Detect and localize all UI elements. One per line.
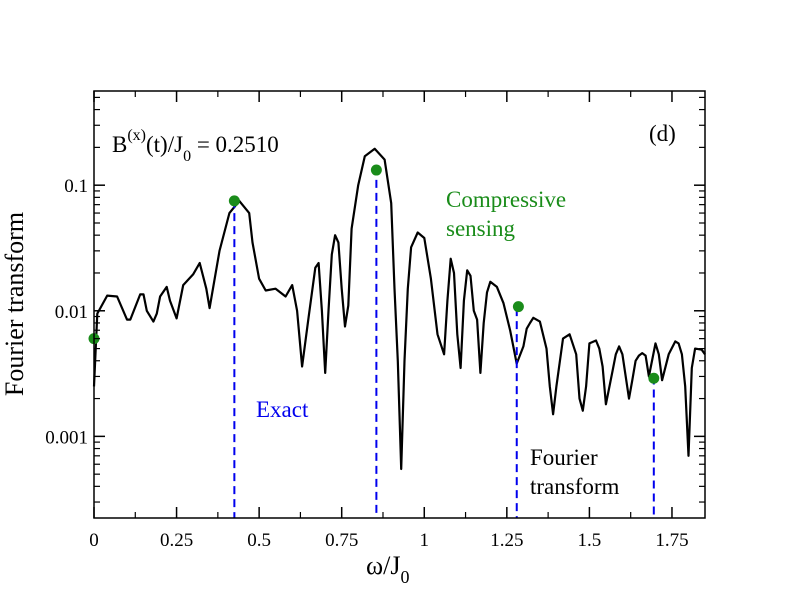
y-tick-label-2: 0.001: [45, 427, 88, 448]
cs-point-4: [512, 301, 524, 313]
cs-point-5: [648, 372, 660, 384]
x-tick-label-3: 0.75: [325, 530, 358, 551]
cs-point-3: [370, 164, 382, 176]
panel-label: (d): [649, 121, 676, 146]
fourier-transform-curve: [92, 147, 706, 471]
x-tick-label-2: 0.5: [247, 530, 271, 551]
series-label-exact: Exact: [256, 397, 309, 422]
series-label-compressive-sensing: Compressive sensing: [446, 187, 566, 241]
y-tick-label-1: 0.01: [55, 302, 88, 323]
y-axis-label: Fourier transform: [0, 212, 29, 396]
x-tick-label-0: 0: [89, 530, 99, 551]
x-tick-label-5: 1.25: [490, 530, 523, 551]
y-tick-label-0: 0.1: [64, 176, 88, 197]
series-label-fourier-transform: Fourier transform: [530, 445, 620, 499]
x-tick-label-6: 1.5: [578, 530, 602, 551]
cs-point-2: [228, 195, 240, 207]
x-axis-label: ω/J0: [366, 551, 409, 587]
x-tick-label-7: 1.75: [655, 530, 688, 551]
x-tick-label-1: 0.25: [160, 530, 193, 551]
field-annotation: B(x)(t)/J0 = 0.2510: [112, 127, 279, 165]
x-tick-label-4: 1: [420, 530, 430, 551]
plot-frame: [93, 90, 706, 519]
